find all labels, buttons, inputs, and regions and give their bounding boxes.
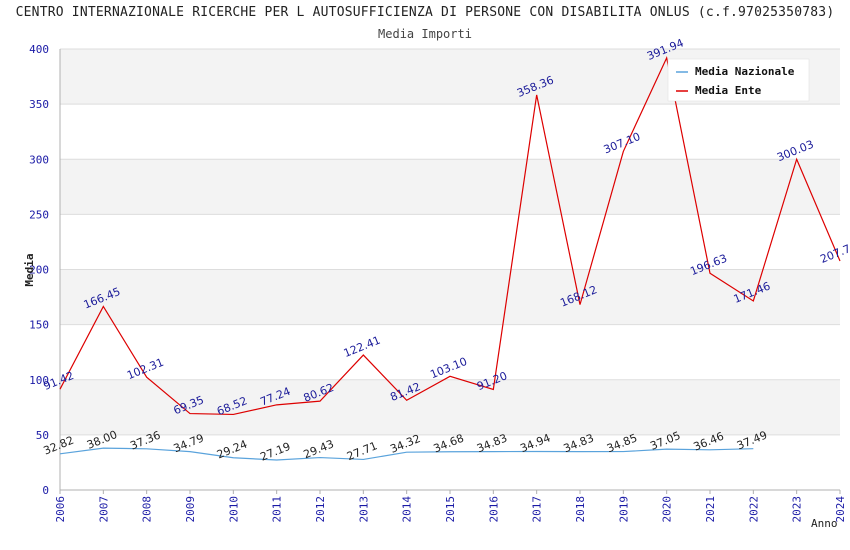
chart-subtitle: Media Importi <box>378 27 472 41</box>
data-label-media-ente: 102.31 <box>125 356 166 382</box>
x-tick-label: 2019 <box>617 496 630 523</box>
y-tick-label: 150 <box>29 319 49 332</box>
x-tick-labels: 2006 2007 2008 2009 2010 2011 2012 2013 2014 2015… <box>54 496 847 523</box>
series-line-media-nazionale <box>59 447 754 461</box>
legend: Media Nazionale Media Ente <box>667 58 810 102</box>
x-tick-label: 2023 <box>791 496 804 523</box>
x-tick-label: 2007 <box>97 496 110 523</box>
y-axis-label: Media <box>23 253 36 286</box>
x-tick-label: 2006 <box>54 496 67 523</box>
x-tick-label: 2010 <box>227 496 240 523</box>
y-tick-label: 200 <box>29 264 49 277</box>
y-tick-label: 100 <box>29 374 49 387</box>
series-lines <box>59 55 841 461</box>
x-tick-label: 2014 <box>401 496 414 523</box>
x-tick-label: 2017 <box>531 496 544 523</box>
x-tick-label: 2012 <box>314 496 327 523</box>
chart-title: CENTRO INTERNAZIONALE RICERCHE PER L AUT… <box>15 5 835 20</box>
plot-band <box>60 269 840 325</box>
x-tick-label: 2013 <box>357 496 370 523</box>
data-label-media-ente: 307.10 <box>602 130 643 156</box>
gridlines <box>60 48 840 491</box>
y-tick-label: 350 <box>29 98 49 111</box>
data-label-media-ente: 207.74 <box>818 239 850 265</box>
plot-band <box>60 379 840 435</box>
y-tick-labels: 0 50 100 150 200 250 300 350 400 <box>29 43 49 497</box>
y-tick-label: 400 <box>29 43 49 56</box>
legend-box <box>667 58 810 102</box>
series-line-media-ente <box>59 55 841 416</box>
x-tick-label: 2009 <box>184 496 197 523</box>
y-tick-label: 0 <box>42 484 49 497</box>
x-axis-label: Anno <box>811 517 838 530</box>
y-tick-label: 250 <box>29 208 49 221</box>
plot-band <box>60 159 840 215</box>
x-tick-label: 2020 <box>661 496 674 523</box>
x-tick-label: 2021 <box>704 496 717 523</box>
x-tick-label: 2008 <box>141 496 154 523</box>
legend-label-media-nazionale: Media Nazionale <box>695 65 795 78</box>
x-tick-label: 2024 <box>834 496 847 523</box>
y-tick-label: 50 <box>36 429 49 442</box>
y-tick-label: 300 <box>29 153 49 166</box>
x-tick-label: 2016 <box>487 496 500 523</box>
x-tick-label: 2011 <box>271 496 284 523</box>
legend-label-media-ente: Media Ente <box>695 84 762 97</box>
axes <box>59 49 841 494</box>
x-tick-label: 2022 <box>747 496 760 523</box>
x-tick-label: 2018 <box>574 496 587 523</box>
x-tick-label: 2015 <box>444 496 457 523</box>
plot-background <box>60 49 840 435</box>
